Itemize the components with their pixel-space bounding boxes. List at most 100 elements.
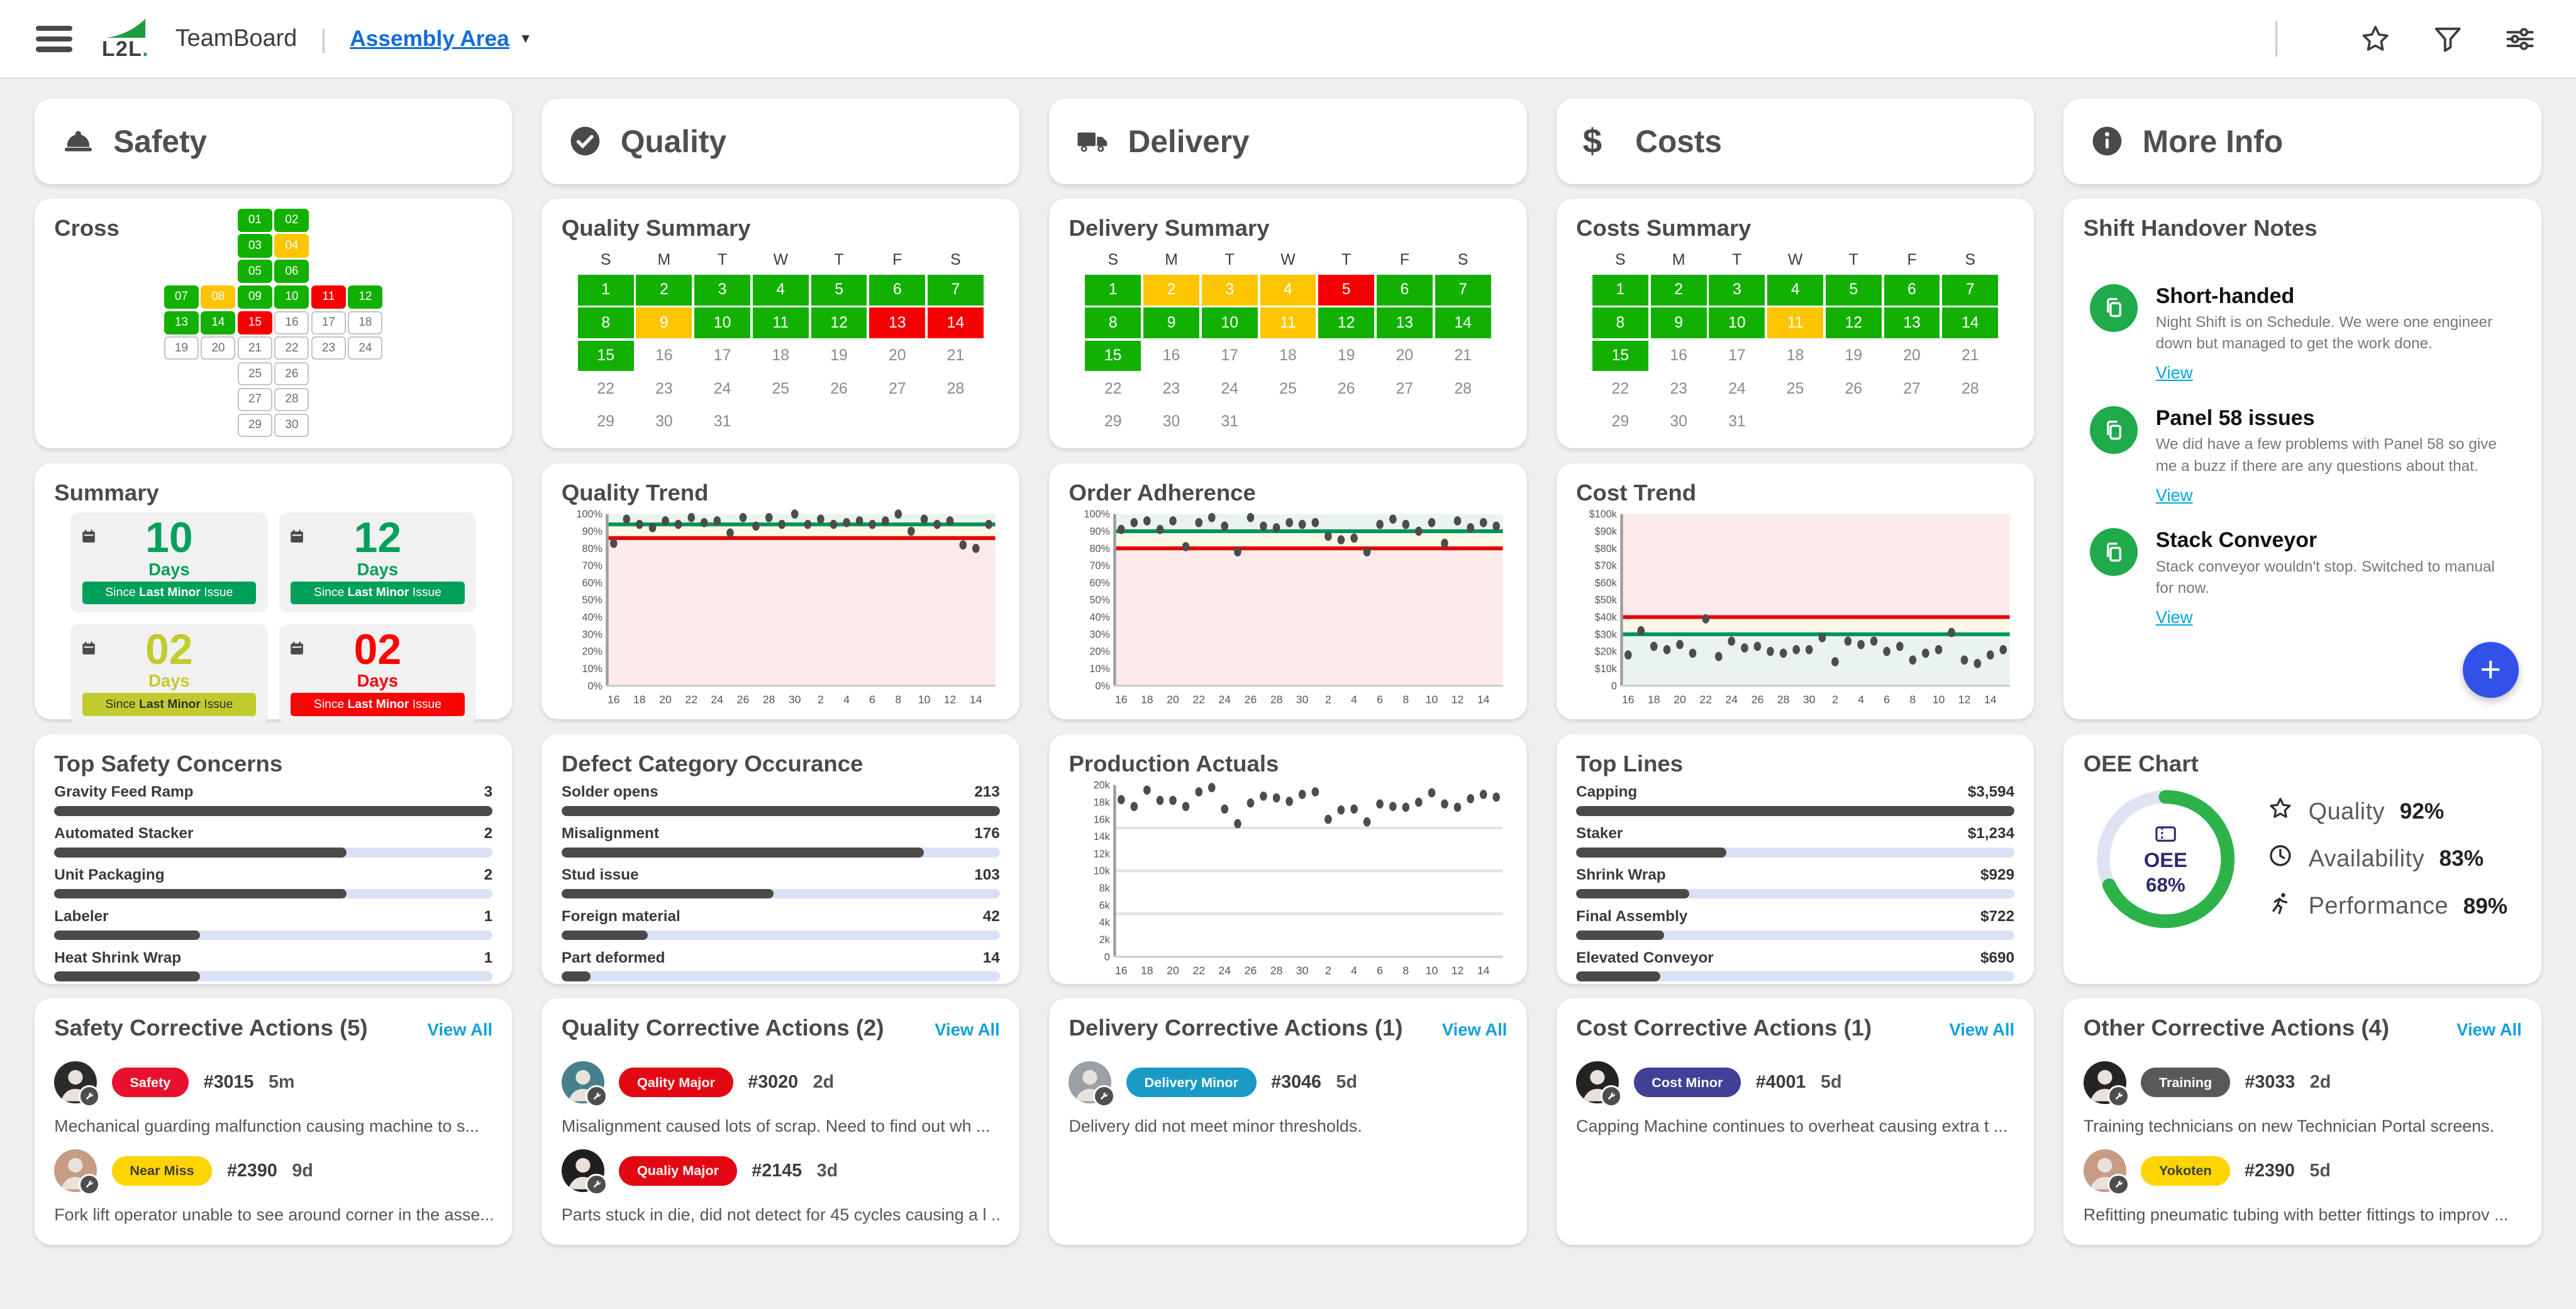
cross-day[interactable]: 01 (237, 208, 272, 232)
calendar-day[interactable]: 21 (1942, 340, 1999, 372)
calendar-day[interactable]: 20 (869, 340, 926, 372)
calendar-day[interactable]: 10 (1201, 307, 1258, 338)
calendar-day[interactable]: 19 (811, 340, 867, 372)
calendar-day[interactable]: 28 (1435, 373, 1491, 404)
calendar-day[interactable]: 29 (1592, 406, 1648, 438)
calendar-day[interactable]: 5 (811, 274, 867, 306)
calendar-day[interactable]: 19 (1318, 340, 1375, 372)
sliders-icon[interactable] (2504, 21, 2540, 57)
calendar-day[interactable]: 14 (1942, 307, 1999, 338)
cross-day[interactable]: 28 (274, 387, 309, 411)
view-all-link[interactable]: View All (2457, 1020, 2522, 1040)
calendar-day[interactable]: 9 (1650, 307, 1707, 338)
corrective-action-item[interactable]: Safety #3015 5m Mechanical guarding malfunc… (54, 1061, 492, 1137)
calendar-day[interactable]: 6 (1376, 274, 1433, 306)
calendar-day[interactable]: 25 (1767, 373, 1823, 404)
calendar-day[interactable]: 16 (1143, 340, 1199, 372)
cross-day[interactable]: 13 (164, 311, 199, 334)
calendar-day[interactable]: 7 (1942, 274, 1999, 306)
calendar-day[interactable]: 11 (1260, 307, 1316, 338)
view-all-link[interactable]: View All (1441, 1020, 1507, 1040)
view-all-link[interactable]: View All (427, 1020, 493, 1040)
cross-day[interactable]: 17 (311, 311, 346, 334)
calendar-day[interactable]: 27 (1376, 373, 1433, 404)
calendar-day[interactable]: 13 (1376, 307, 1433, 338)
calendar-day[interactable]: 4 (752, 274, 809, 306)
calendar-day[interactable]: 21 (1435, 340, 1491, 372)
cross-day[interactable]: 10 (274, 285, 309, 309)
calendar-day[interactable]: 26 (1825, 373, 1882, 404)
calendar-day[interactable]: 13 (1884, 307, 1940, 338)
cross-day[interactable]: 29 (237, 413, 272, 437)
calendar-day[interactable]: 3 (694, 274, 750, 306)
cross-day[interactable]: 06 (274, 260, 309, 284)
calendar-day[interactable]: 24 (1709, 373, 1765, 404)
filter-icon[interactable] (2431, 21, 2467, 57)
cross-day[interactable]: 24 (348, 336, 383, 360)
calendar-day[interactable]: 18 (1767, 340, 1823, 372)
star-icon[interactable] (2359, 21, 2395, 57)
calendar-day[interactable]: 16 (636, 340, 692, 372)
calendar-day[interactable]: 15 (577, 340, 634, 372)
calendar-day[interactable]: 18 (1260, 340, 1316, 372)
cross-day[interactable]: 05 (237, 260, 272, 284)
view-all-link[interactable]: View All (935, 1020, 1000, 1040)
calendar-day[interactable]: 14 (928, 307, 984, 338)
cross-day[interactable]: 03 (237, 234, 272, 258)
calendar-day[interactable]: 1 (1592, 274, 1648, 306)
calendar-day[interactable]: 26 (1318, 373, 1375, 404)
corrective-action-item[interactable]: Training #3033 2d Training technicians on n… (2083, 1061, 2522, 1137)
cross-day[interactable]: 18 (348, 311, 383, 334)
calendar-day[interactable]: 25 (1260, 373, 1316, 404)
calendar-day[interactable]: 26 (811, 373, 867, 404)
calendar-day[interactable]: 7 (928, 274, 984, 306)
calendar-day[interactable]: 4 (1767, 274, 1823, 306)
corrective-action-item[interactable]: Qualiy Major #2145 3d Parts stuck in die, d… (561, 1149, 1000, 1225)
calendar-day[interactable]: 12 (1825, 307, 1882, 338)
note-view-link[interactable]: View (2155, 607, 2193, 627)
cross-day[interactable]: 15 (237, 311, 272, 334)
calendar-day[interactable]: 23 (636, 373, 692, 404)
calendar-day[interactable]: 30 (1143, 406, 1199, 438)
calendar-day[interactable]: 19 (1825, 340, 1882, 372)
calendar-day[interactable]: 23 (1650, 373, 1707, 404)
cross-day[interactable]: 20 (201, 336, 236, 360)
calendar-day[interactable]: 23 (1143, 373, 1199, 404)
view-all-link[interactable]: View All (1949, 1020, 2015, 1040)
cross-day[interactable]: 07 (164, 285, 199, 309)
cross-day[interactable]: 12 (348, 285, 383, 309)
corrective-action-item[interactable]: Cost Minor #4001 5d Capping Machine continu… (1576, 1061, 2014, 1137)
calendar-day[interactable]: 5 (1825, 274, 1882, 306)
corrective-action-item[interactable]: Near Miss #2390 9d Fork lift operator unabl… (54, 1149, 492, 1225)
calendar-day[interactable]: 8 (1592, 307, 1648, 338)
cross-day[interactable]: 30 (274, 413, 309, 437)
calendar-day[interactable]: 2 (1650, 274, 1707, 306)
calendar-day[interactable]: 14 (1435, 307, 1491, 338)
calendar-day[interactable]: 1 (577, 274, 634, 306)
calendar-day[interactable]: 7 (1435, 274, 1491, 306)
calendar-day[interactable]: 15 (1085, 340, 1141, 372)
calendar-day[interactable]: 4 (1260, 274, 1316, 306)
cross-day[interactable]: 19 (164, 336, 199, 360)
calendar-day[interactable]: 21 (928, 340, 984, 372)
corrective-action-item[interactable]: Qality Major #3020 2d Misalignment caused l… (561, 1061, 1000, 1137)
calendar-day[interactable]: 8 (577, 307, 634, 338)
calendar-day[interactable]: 6 (869, 274, 926, 306)
calendar-day[interactable]: 3 (1201, 274, 1258, 306)
cross-day[interactable]: 14 (201, 311, 236, 334)
calendar-day[interactable]: 2 (636, 274, 692, 306)
calendar-day[interactable]: 11 (1767, 307, 1823, 338)
calendar-day[interactable]: 31 (1201, 406, 1258, 438)
cross-day[interactable]: 11 (311, 285, 346, 309)
calendar-day[interactable]: 20 (1376, 340, 1433, 372)
note-view-link[interactable]: View (2155, 363, 2193, 383)
calendar-day[interactable]: 9 (1143, 307, 1199, 338)
cross-day[interactable]: 16 (274, 311, 309, 334)
calendar-day[interactable]: 30 (636, 406, 692, 438)
calendar-day[interactable]: 25 (752, 373, 809, 404)
calendar-day[interactable]: 15 (1592, 340, 1648, 372)
calendar-day[interactable]: 27 (1884, 373, 1940, 404)
cross-day[interactable]: 26 (274, 362, 309, 386)
calendar-day[interactable]: 8 (1085, 307, 1141, 338)
calendar-day[interactable]: 28 (1942, 373, 1999, 404)
